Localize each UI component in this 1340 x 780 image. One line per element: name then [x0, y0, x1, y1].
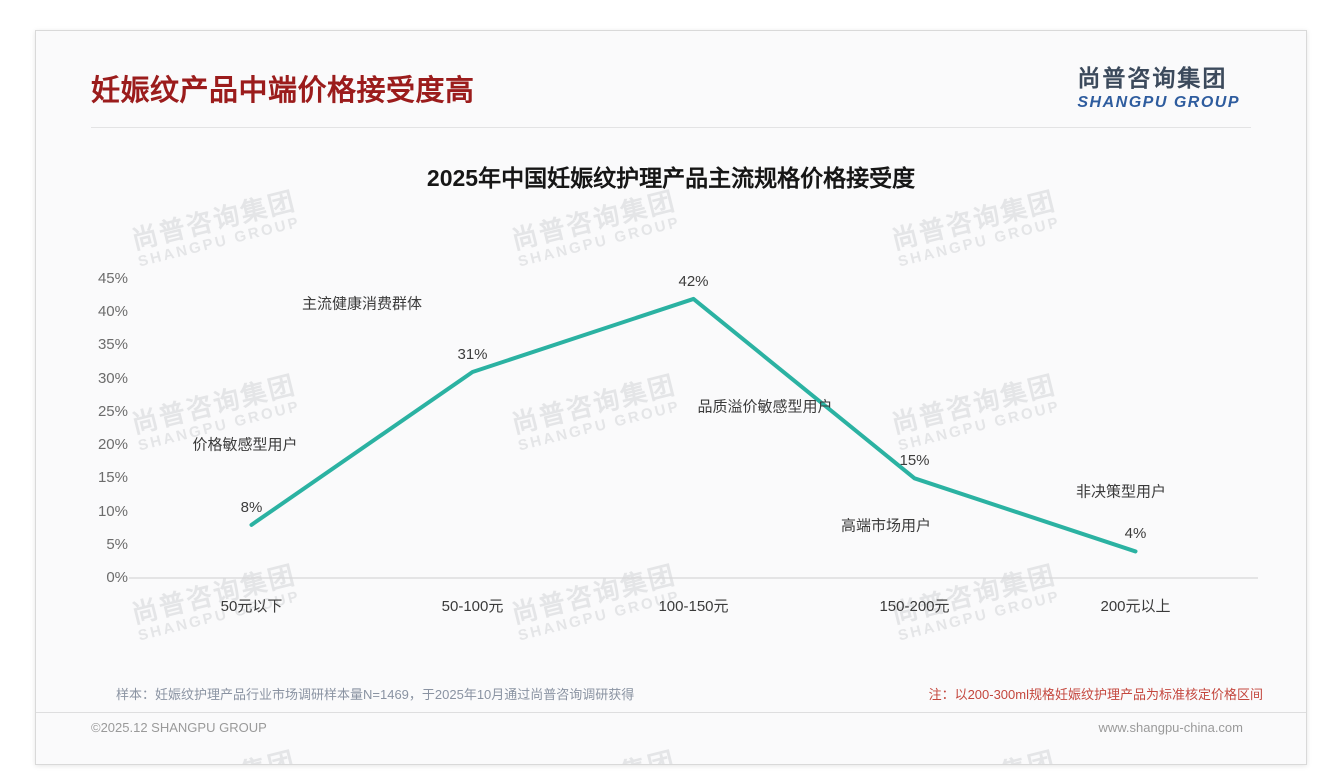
logo-text-en: SHANGPU GROUP — [1077, 94, 1240, 111]
data-point-label: 8% — [240, 498, 263, 516]
x-axis-category-label: 50元以下 — [220, 598, 283, 615]
segment-annotation: 高端市场用户 — [840, 517, 932, 535]
footer: ©2025.12 SHANGPU GROUP www.shangpu-china… — [91, 720, 1243, 735]
header-divider — [91, 127, 1251, 128]
y-axis-tick-label: 25% — [97, 402, 128, 420]
x-axis-category-label: 150-200元 — [879, 598, 950, 615]
chart-title: 2025年中国妊娠纹护理产品主流规格价格接受度 — [426, 165, 916, 191]
segment-annotation: 主流健康消费群体 — [301, 295, 423, 313]
company-logo: 尚普咨询集团 SHANGPU GROUP — [1077, 59, 1240, 112]
y-axis-tick-label: 35% — [97, 336, 128, 354]
data-line-series — [249, 296, 1138, 554]
y-axis-tick-label: 30% — [97, 369, 128, 387]
data-point-label: 15% — [899, 452, 930, 470]
data-point-label: 31% — [457, 346, 488, 364]
segment-annotation: 价格敏感型用户 — [192, 436, 298, 454]
segment-annotation: 非决策型用户 — [1075, 483, 1167, 501]
y-axis-tick-label: 15% — [97, 469, 128, 487]
x-axis-category-label: 50-100元 — [441, 598, 504, 615]
y-axis-tick-label: 10% — [97, 502, 128, 520]
data-point-label: 42% — [678, 272, 709, 290]
slide: 尚普咨询集团 SHANGPU GROUP 尚普咨询集团 SHANGPU GROUP 尚普… — [35, 30, 1307, 765]
footer-website: www.shangpu-china.com — [1098, 720, 1243, 735]
segment-annotation: 品质溢价敏感型用户 — [697, 398, 833, 416]
footer-copyright: ©2025.12 SHANGPU GROUP — [91, 720, 267, 735]
y-axis-tick-label: 5% — [106, 535, 128, 553]
price-note: 注：以200-300ml规格妊娠纹护理产品为标准核定价格区间 — [928, 687, 1263, 702]
y-axis-tick-label: 0% — [106, 569, 128, 586]
x-axis-category-label: 200元以上 — [1100, 598, 1171, 615]
slide-title: 妊娠纹产品中端价格接受度高 — [91, 75, 475, 107]
data-point-label: 4% — [1124, 525, 1147, 543]
chart-canvas — [129, 296, 1258, 579]
y-axis-tick-label: 20% — [97, 436, 128, 454]
line-chart: 0% 5% 10% 15% 20% 25% 30% 35% 40% 45% 50元以下 50-100元… — [36, 31, 1306, 764]
logo-text-zh: 尚普咨询集团 — [1077, 65, 1228, 91]
y-axis-tick-label: 40% — [97, 303, 128, 321]
sample-note: 样本：妊娠纹护理产品行业市场调研样本量N=1469，于2025年10月通过尚普咨… — [116, 687, 635, 702]
y-axis-tick-label: 45% — [97, 270, 128, 287]
x-axis-category-label: 100-150元 — [658, 598, 729, 615]
footer-divider — [36, 712, 1306, 713]
